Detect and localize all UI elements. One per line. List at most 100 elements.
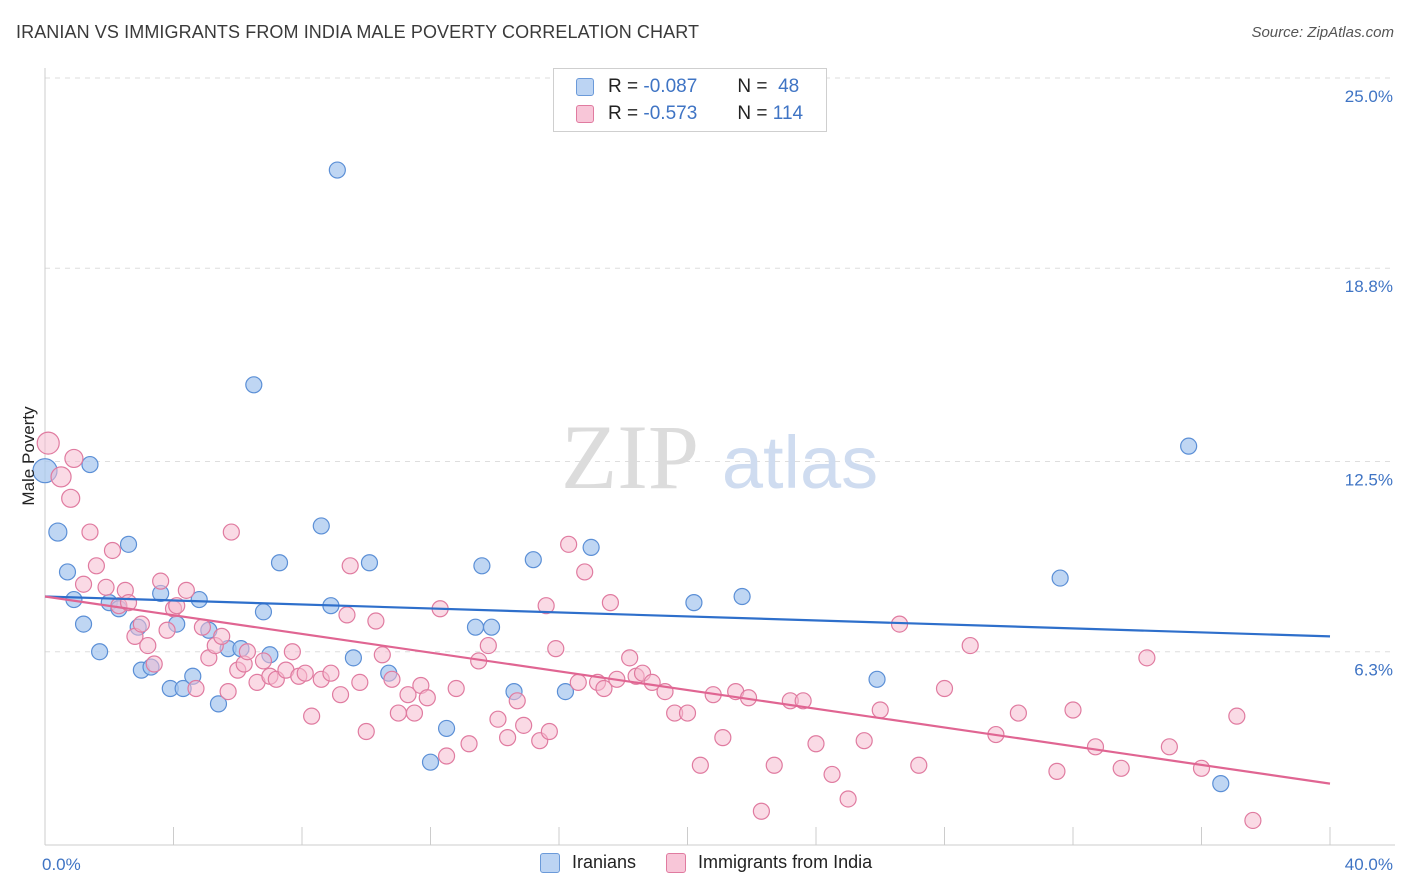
legend-n-value: 48 [778,76,800,97]
india-point [418,689,436,707]
watermark-zip: ZIP [561,406,699,508]
iranians-point [58,563,77,581]
india-point [447,679,465,698]
iranians-point [328,161,346,179]
india-point [601,594,620,612]
india-point [139,636,157,655]
india-point [678,704,697,722]
tick-labels: 6.3% 12.5% 18.8% 25.0% 0.0% 40.0% [42,87,1393,874]
india-point [560,535,578,553]
india-point [152,572,170,590]
legend-row-india: R = -0.573 N = 114 [576,101,803,127]
iranians-point [74,615,93,633]
iranians-point [482,618,501,636]
iranians-point [81,455,99,474]
india-point [132,615,150,633]
series-swatch-india [666,852,687,873]
india-point [103,541,122,560]
iranians-point [473,557,491,575]
india-point [1086,738,1105,756]
axes [44,68,1395,846]
iranians-point [868,670,886,688]
iranians-point [270,554,289,572]
india-point [839,790,857,808]
india-point [219,682,237,701]
india-point [515,716,533,734]
india-point [145,655,163,673]
india-point [807,735,825,753]
india-point [935,679,954,698]
india-point [437,747,456,765]
y-tick-label: 12.5% [1345,471,1393,490]
india-point [499,729,517,747]
iranians-point [190,590,208,609]
india-point [823,765,841,784]
india-point [238,643,256,661]
iranians-point [48,522,68,542]
india-point [351,673,369,691]
legend-swatch-iranians [576,78,594,96]
india-point [1009,704,1027,722]
india-point [1244,811,1262,830]
series-label-iranians: Iranians [572,852,637,872]
india-point [576,563,594,581]
series-legend: Iranians Immigrants from India [540,852,902,873]
india-point [1064,701,1082,719]
india-point [389,704,407,722]
series-legend-iranians: Iranians [540,852,636,873]
india-point [910,756,928,774]
india-point [691,756,709,774]
india-point [595,679,613,698]
legend-n-value: 114 [772,103,804,124]
india-point [569,673,587,691]
iranians-point [1051,569,1069,587]
iranians-point [360,554,379,572]
india-point [158,621,176,639]
india-point [331,686,350,704]
iranians-point [1180,437,1198,455]
india-point [193,618,212,636]
iranians-point [91,643,109,661]
india-point [714,729,732,747]
iranians-point [437,719,456,738]
india-point [871,701,889,719]
correlation-legend: R = -0.087 N = 48 R = -0.573 N = 114 [553,68,827,132]
legend-n-label: N = [737,103,768,124]
watermark-atlas: atlas [722,421,878,504]
india-point [540,722,558,741]
watermark: ZIP atlas [561,406,878,508]
x-tick-label: 40.0% [1345,855,1393,874]
legend-r-label: R = [608,76,639,97]
india-point [405,704,424,722]
india-point [399,686,417,704]
iranians-point [344,649,362,667]
india-point [537,597,555,615]
india-point [508,692,526,710]
iranians-point [685,594,703,612]
india-point [1138,649,1156,667]
legend-swatch-india [576,105,594,123]
india-point [479,636,497,655]
legend-r-value: -0.573 [643,103,698,124]
india-point [61,488,81,508]
iranians-point [254,603,273,621]
y-tick-label: 6.3% [1354,661,1393,680]
iranians-point [245,376,263,394]
india-point [547,640,565,658]
india-point [222,523,240,541]
iranians-points [32,161,1230,793]
iranians-point [312,517,330,535]
india-point [1112,759,1130,777]
india-point [187,679,205,698]
iranians-point [466,618,485,636]
india-point [460,735,478,753]
x-tick-label: 0.0% [42,855,81,874]
india-point [794,692,812,710]
legend-r-label: R = [608,103,639,124]
india-point [64,448,84,469]
india-point [296,664,314,682]
india-point [338,606,356,624]
india-point [961,636,979,655]
india-point [752,802,770,820]
